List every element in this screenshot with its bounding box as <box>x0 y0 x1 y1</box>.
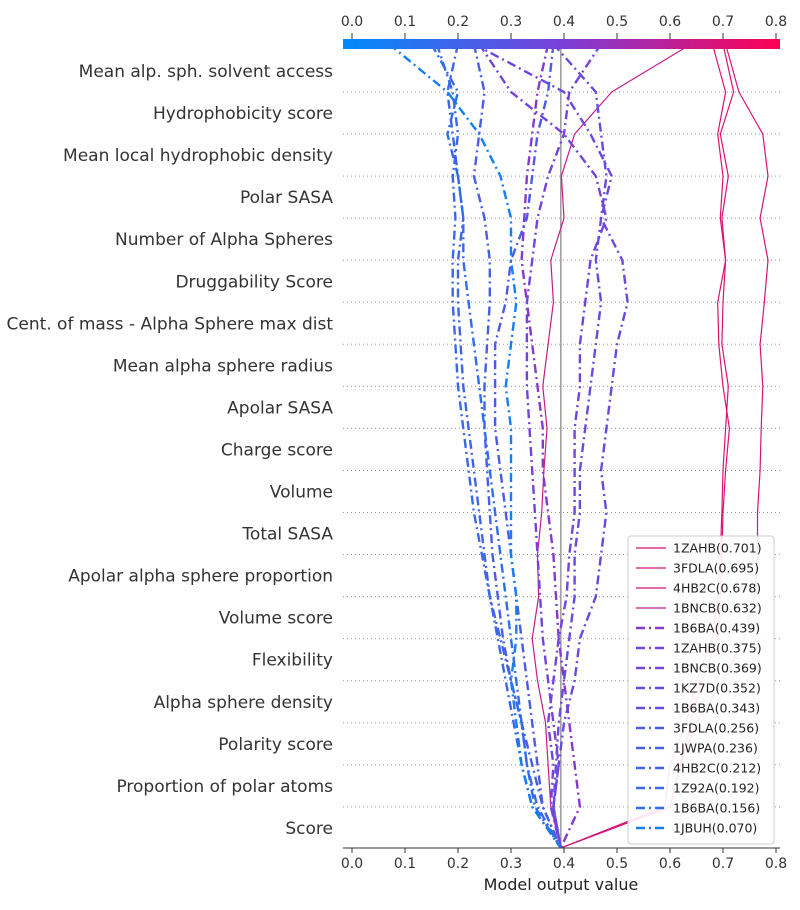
colorbar-tick-label: 0.8 <box>765 14 787 30</box>
legend-entry: 1JBUH(0.070) <box>673 821 757 836</box>
x-tick-label: 0.7 <box>712 856 734 872</box>
series-line <box>525 43 603 849</box>
feature-label: Apolar alpha sphere proportion <box>68 567 333 587</box>
legend-entry: 1ZAHB(0.375) <box>673 641 762 656</box>
feature-label: Mean alpha sphere radius <box>113 356 333 376</box>
x-tick-label: 0.6 <box>659 856 681 872</box>
series-line <box>552 43 608 849</box>
feature-label: Number of Alpha Spheres <box>115 230 333 250</box>
legend-entry: 3FDLA(0.256) <box>673 721 759 736</box>
feature-label: Polar SASA <box>240 188 333 208</box>
series-line <box>478 43 608 849</box>
feature-label: Hydrophobicity score <box>153 104 333 124</box>
colorbar-tick-label: 0.3 <box>500 14 522 30</box>
legend-entry: 1KZ7D(0.352) <box>673 681 761 696</box>
feature-label: Volume <box>270 483 333 503</box>
legend-entry: 1BNCB(0.369) <box>673 661 762 676</box>
x-tick-label: 0.3 <box>500 856 522 872</box>
colorbar-tick-label: 0.5 <box>606 14 628 30</box>
x-axis: 0.0 0.1 0.2 0.3 0.4 0.5 0.6 0.7 0.8 <box>341 847 787 872</box>
colorbar-tick-label: 0.4 <box>553 14 575 30</box>
feature-labels: Mean alp. sph. solvent access Hydrophobic… <box>6 62 333 839</box>
feature-label: Mean local hydrophobic density <box>63 146 333 166</box>
colorbar-ticks: 0.0 0.1 0.2 0.3 0.4 0.5 0.6 0.7 0.8 <box>341 14 787 39</box>
legend: 1ZAHB(0.701) 3FDLA(0.695) 4HB2C(0.678) 1BNC… <box>627 535 775 845</box>
feature-label: Alpha sphere density <box>154 693 333 713</box>
legend-entry: 4HB2C(0.212) <box>673 761 761 776</box>
feature-label: Mean alp. sph. solvent access <box>79 62 333 82</box>
colorbar-tick-label: 0.7 <box>712 14 734 30</box>
x-tick-label: 0.5 <box>606 856 628 872</box>
x-tick-label: 0.1 <box>394 856 416 872</box>
colorbar-tick-label: 0.6 <box>659 14 681 30</box>
legend-entry: 1JWPA(0.236) <box>673 741 758 756</box>
colorbar-tick-label: 0.0 <box>341 14 363 30</box>
x-tick-label: 0.4 <box>553 856 575 872</box>
series-line <box>520 43 582 849</box>
legend-entry: 3FDLA(0.695) <box>673 561 759 576</box>
series-line <box>493 43 562 849</box>
legend-entry: 4HB2C(0.678) <box>673 581 761 596</box>
feature-label: Flexibility <box>252 651 333 671</box>
series-line <box>473 42 629 849</box>
feature-label: Total SASA <box>241 525 333 545</box>
colorbar <box>343 39 780 49</box>
colorbar-tick-label: 0.2 <box>447 14 469 30</box>
x-tick-label: 0.2 <box>447 856 469 872</box>
feature-label: Polarity score <box>218 735 333 755</box>
series-line <box>388 43 562 849</box>
feature-label: Proportion of polar atoms <box>116 777 333 797</box>
legend-box <box>627 535 775 845</box>
legend-entry: 1B6BA(0.156) <box>673 801 760 816</box>
feature-label: Druggability Score <box>175 272 333 292</box>
series-line <box>430 43 562 849</box>
feature-label: Score <box>285 819 333 839</box>
legend-entry: 1ZAHB(0.701) <box>673 541 762 556</box>
feature-label: Volume score <box>219 609 333 629</box>
legend-entry: 1B6BA(0.343) <box>673 701 760 716</box>
series-line <box>435 43 562 849</box>
feature-label: Cent. of mass - Alpha Sphere max dist <box>6 314 333 334</box>
legend-entry: 1B6BA(0.439) <box>673 621 760 636</box>
feature-label: Charge score <box>221 440 333 460</box>
feature-label: Apolar SASA <box>227 398 333 418</box>
x-tick-label: 0.8 <box>765 856 787 872</box>
legend-entry: 1Z92A(0.192) <box>673 781 760 796</box>
series-line <box>531 43 692 849</box>
x-axis-title: Model output value <box>484 875 639 894</box>
legend-entry: 1BNCB(0.632) <box>673 601 762 616</box>
x-tick-label: 0.0 <box>341 856 363 872</box>
colorbar-tick-label: 0.1 <box>394 14 416 30</box>
